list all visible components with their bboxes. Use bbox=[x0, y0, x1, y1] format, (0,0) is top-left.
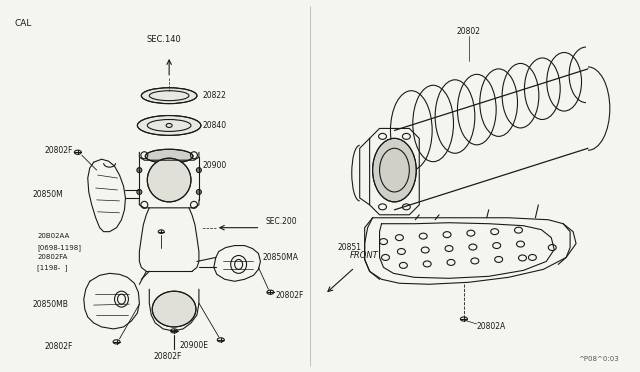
Ellipse shape bbox=[138, 116, 201, 135]
Text: FRONT: FRONT bbox=[350, 251, 378, 260]
Ellipse shape bbox=[137, 168, 142, 173]
Ellipse shape bbox=[152, 291, 196, 327]
Text: 20802F: 20802F bbox=[153, 352, 182, 361]
Ellipse shape bbox=[141, 88, 197, 104]
Text: 20B02AA: 20B02AA bbox=[37, 232, 69, 238]
Text: ^P08^0:03: ^P08^0:03 bbox=[578, 356, 619, 362]
Text: 20850M: 20850M bbox=[32, 190, 63, 199]
Text: 20851: 20851 bbox=[338, 243, 362, 252]
Text: 20850MA: 20850MA bbox=[262, 253, 298, 262]
Ellipse shape bbox=[145, 149, 193, 163]
Text: 20802: 20802 bbox=[457, 27, 481, 36]
Text: 20840: 20840 bbox=[203, 121, 227, 130]
Text: [0698-1198]: [0698-1198] bbox=[37, 244, 81, 251]
Text: 20850MB: 20850MB bbox=[32, 299, 68, 309]
Text: [1198-  ]: [1198- ] bbox=[37, 264, 68, 271]
Text: 20822: 20822 bbox=[203, 91, 227, 100]
Text: 20802F: 20802F bbox=[275, 291, 304, 300]
Text: 20900: 20900 bbox=[203, 161, 227, 170]
Text: SEC.140: SEC.140 bbox=[147, 35, 181, 44]
Ellipse shape bbox=[372, 138, 416, 202]
Text: 20802F: 20802F bbox=[44, 146, 72, 155]
Text: 20802A: 20802A bbox=[477, 323, 506, 331]
Text: SEC.200: SEC.200 bbox=[266, 217, 297, 226]
Text: 20802FA: 20802FA bbox=[37, 254, 67, 260]
Ellipse shape bbox=[137, 189, 142, 195]
Ellipse shape bbox=[196, 189, 202, 195]
Ellipse shape bbox=[196, 168, 202, 173]
Text: 20802F: 20802F bbox=[44, 342, 72, 351]
Text: 20900E: 20900E bbox=[179, 341, 208, 350]
Text: CAL: CAL bbox=[14, 19, 31, 28]
Ellipse shape bbox=[147, 158, 191, 202]
